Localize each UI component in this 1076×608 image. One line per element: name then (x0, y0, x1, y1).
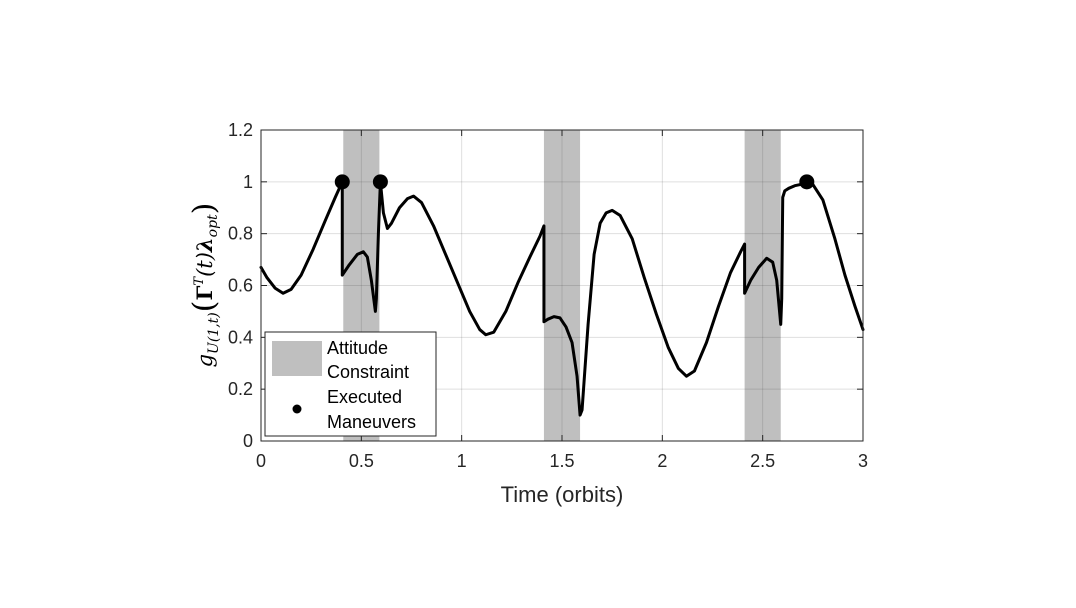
y-axis-label: gU(1,t)(ΓT(t)λopt) (187, 203, 222, 368)
ylabel-t: (t) (193, 252, 217, 277)
legend-attitude-swatch (272, 341, 322, 376)
ylabel-open-paren: ( (187, 301, 222, 313)
maneuver-point-1 (334, 174, 350, 190)
ylabel-subscript: U(1,t) (206, 312, 222, 354)
maneuver-point-2 (372, 174, 388, 190)
x-tick-label: 1.5 (549, 451, 574, 471)
series-line-group (259, 180, 865, 417)
legend-maneuver-label-2: Maneuvers (327, 412, 416, 432)
maneuver-markers (334, 174, 815, 190)
x-tick-label: 1 (457, 451, 467, 471)
x-axis-label: Time (orbits) (501, 482, 624, 507)
legend-maneuver-label-1: Executed (327, 387, 402, 407)
legend-attitude-label-1: Attitude (327, 338, 388, 358)
ylabel-lambda-subscript: opt (205, 214, 221, 237)
x-tick-label: 3 (858, 451, 868, 471)
x-tick-label: 2.5 (750, 451, 775, 471)
y-tick-labels: 0 0.2 0.4 0.6 0.8 1 1.2 (228, 120, 253, 451)
constraint-region-2 (543, 130, 581, 441)
tick-marks (260, 129, 864, 442)
legend-attitude-label-2: Constraint (327, 362, 409, 382)
constraint-region-3 (744, 130, 781, 441)
legend: Attitude Constraint Executed Maneuvers (264, 331, 437, 437)
ylabel-g: g (193, 354, 217, 367)
y-tick-label: 0.4 (228, 327, 253, 347)
y-tick-label: 0.2 (228, 379, 253, 399)
legend-maneuver-marker (292, 404, 302, 414)
ylabel-superscript: T (192, 276, 207, 286)
ylabel-lambda: λ (192, 237, 217, 253)
ylabel-gamma: Γ (192, 286, 217, 301)
y-tick-label: 0 (243, 431, 253, 451)
y-tick-label: 0.8 (228, 224, 253, 244)
series-line (259, 180, 865, 417)
x-tick-label: 2 (657, 451, 667, 471)
x-tick-label: 0.5 (349, 451, 374, 471)
y-tick-label: 0.6 (228, 276, 253, 296)
ylabel-close-paren: ) (187, 203, 222, 215)
x-tick-label: 0 (256, 451, 266, 471)
y-tick-label: 1 (243, 172, 253, 192)
maneuver-point-3 (799, 174, 815, 190)
y-tick-label: 1.2 (228, 120, 253, 140)
x-tick-labels: 0 0.5 1 1.5 2 2.5 3 (256, 451, 868, 471)
